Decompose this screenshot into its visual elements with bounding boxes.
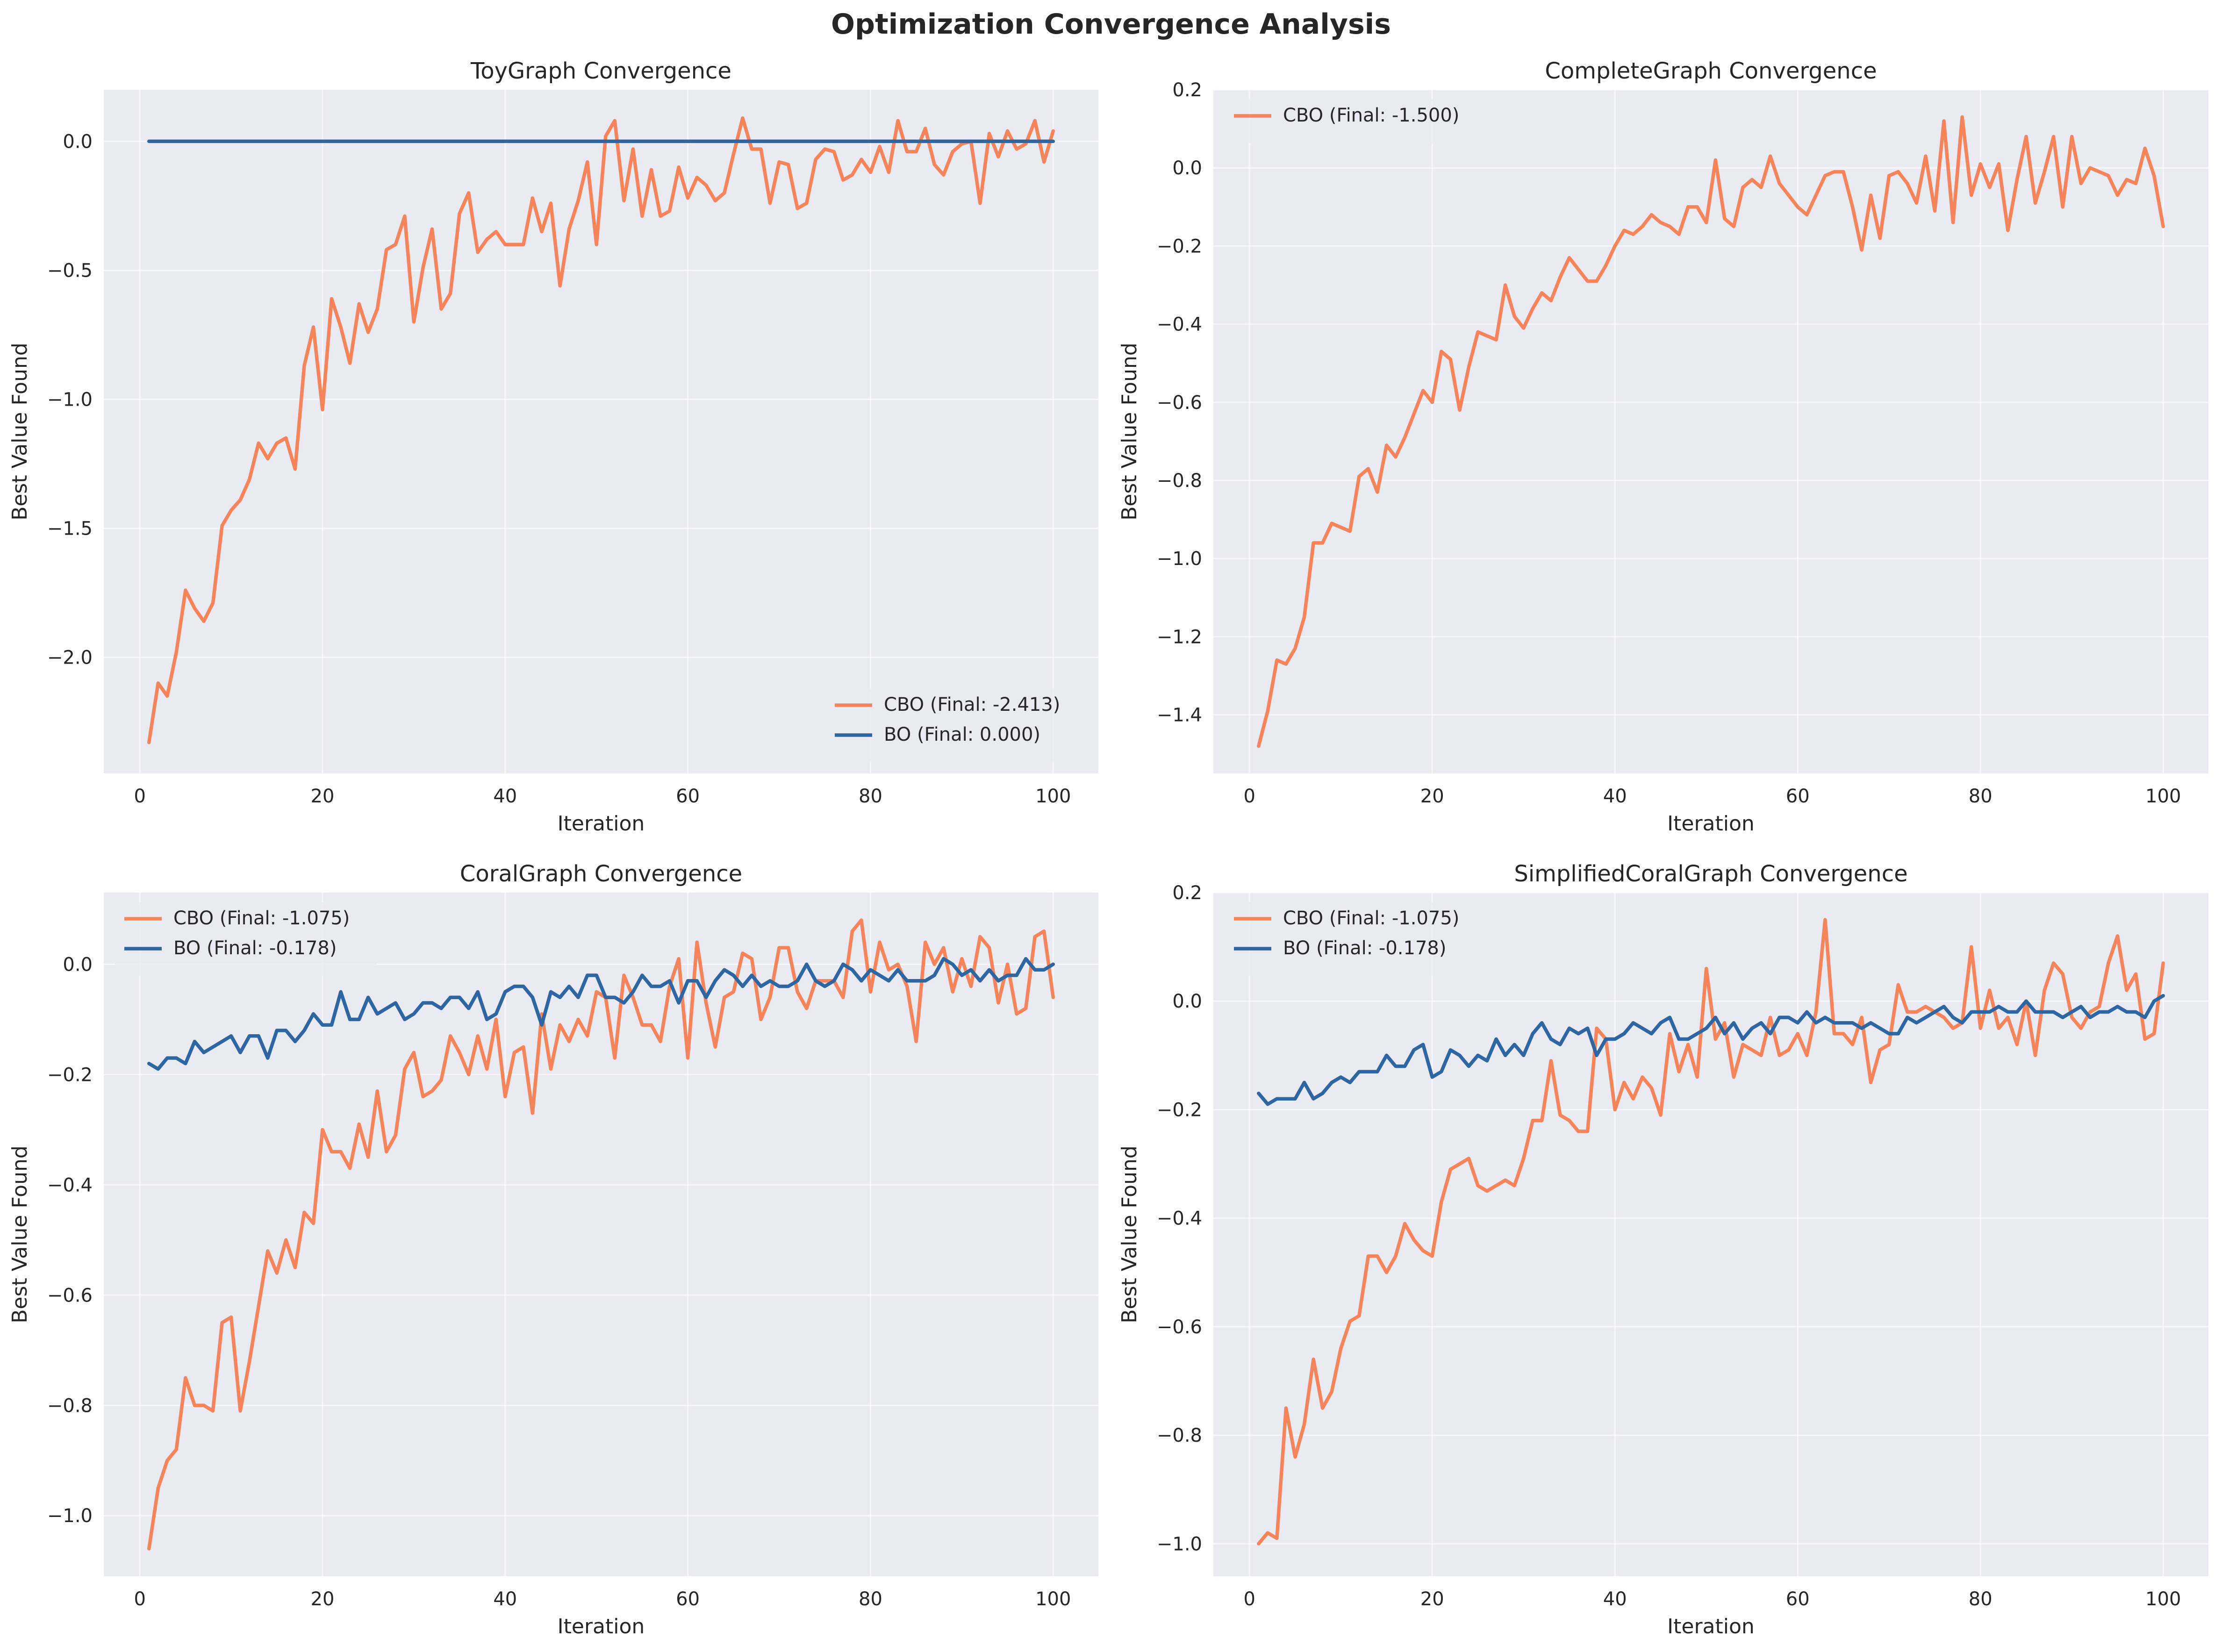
y-tick-label: −1.0 bbox=[47, 389, 93, 410]
series-line-cbo bbox=[1257, 115, 2165, 748]
legend-frame bbox=[1225, 99, 1486, 143]
y-tick-label: −0.2 bbox=[1157, 236, 1202, 257]
x-tick-label: 60 bbox=[676, 1588, 700, 1610]
subplot-title: SimplifiedCoralGraph Convergence bbox=[1514, 861, 1907, 887]
x-tick-label: 20 bbox=[311, 1588, 335, 1610]
x-tick-label: 60 bbox=[1786, 1588, 1810, 1610]
x-tick-label: 0 bbox=[134, 1588, 145, 1610]
legend-entry: BO (Final: -0.178) bbox=[173, 937, 337, 959]
legend-entry: BO (Final: -0.178) bbox=[1283, 937, 1446, 959]
legend-frame bbox=[825, 688, 1087, 762]
y-tick-label: −1.4 bbox=[1157, 705, 1202, 726]
x-tick-label: 20 bbox=[311, 786, 335, 807]
y-tick-label: 0.2 bbox=[1172, 882, 1202, 904]
series-line-cbo bbox=[1257, 918, 2165, 1546]
x-tick-label: 100 bbox=[1035, 1588, 1071, 1610]
legend-entry: CBO (Final: -1.075) bbox=[173, 908, 350, 929]
x-tick-label: 60 bbox=[676, 786, 700, 807]
y-tick-label: −1.2 bbox=[1157, 626, 1202, 648]
y-axis-label: Best Value Found bbox=[8, 343, 32, 521]
x-tick-label: 40 bbox=[493, 1588, 517, 1610]
y-tick-label: −0.2 bbox=[47, 1064, 93, 1086]
x-axis-label: Iteration bbox=[558, 1615, 645, 1638]
figure-title: Optimization Convergence Analysis bbox=[831, 8, 1391, 41]
x-axis-label: Iteration bbox=[1667, 812, 1755, 836]
y-tick-label: −0.4 bbox=[1157, 1208, 1202, 1230]
x-tick-label: 0 bbox=[1243, 786, 1255, 807]
x-tick-label: 80 bbox=[1969, 786, 1993, 807]
legend-entry: CBO (Final: -1.075) bbox=[1283, 908, 1459, 929]
y-tick-label: 0.2 bbox=[1172, 79, 1202, 101]
y-tick-label: −0.6 bbox=[1157, 1316, 1202, 1338]
y-tick-label: −1.5 bbox=[47, 518, 93, 540]
subplot-3: 0 20 40 60 80 100 −1.0 −0.8 −0.6 −0.4 −0.2 0.0 Itera… bbox=[8, 861, 1098, 1638]
x-tick-label: 80 bbox=[1969, 1588, 1993, 1610]
x-tick-label: 100 bbox=[2145, 786, 2181, 807]
y-tick-label: −0.4 bbox=[1157, 314, 1202, 336]
subplot-title: ToyGraph Convergence bbox=[470, 58, 731, 84]
x-tick-label: 40 bbox=[493, 786, 517, 807]
legend: CBO (Final: -1.075) BO (Final: -0.178) bbox=[115, 902, 377, 976]
plot-area bbox=[104, 893, 1098, 1576]
series-line-bo bbox=[147, 957, 1055, 1071]
legend-entry: CBO (Final: -2.413) bbox=[884, 694, 1060, 715]
y-tick-label: −2.0 bbox=[47, 647, 93, 669]
y-tick-label: 0.0 bbox=[1172, 157, 1202, 179]
y-tick-label: −0.2 bbox=[1157, 1099, 1202, 1121]
x-tick-label: 40 bbox=[1603, 1588, 1627, 1610]
y-tick-label: −0.4 bbox=[47, 1174, 93, 1196]
subplot-1: 0 20 40 60 80 100 −2.0 −1.5 −1.0 −0.5 0.0 Iteration… bbox=[8, 58, 1098, 836]
x-tick-label: 80 bbox=[859, 1588, 882, 1610]
y-tick-label: −0.8 bbox=[47, 1395, 93, 1416]
x-tick-label: 100 bbox=[2145, 1588, 2181, 1610]
legend-frame bbox=[115, 902, 377, 976]
plot-area bbox=[1213, 90, 2208, 773]
y-tick-label: −0.5 bbox=[47, 260, 93, 281]
legend: CBO (Final: -2.413) BO (Final: 0.000) bbox=[825, 688, 1087, 762]
x-tick-label: 40 bbox=[1603, 786, 1627, 807]
legend: CBO (Final: -1.500) bbox=[1225, 99, 1486, 143]
y-tick-label: −0.6 bbox=[1157, 392, 1202, 414]
x-tick-label: 20 bbox=[1420, 1588, 1444, 1610]
subplot-title: CoralGraph Convergence bbox=[460, 861, 742, 887]
y-tick-label: −0.6 bbox=[47, 1285, 93, 1306]
y-tick-label: 0.0 bbox=[63, 954, 93, 975]
legend-frame bbox=[1225, 902, 1486, 976]
x-tick-label: 0 bbox=[134, 786, 145, 807]
legend-entry: BO (Final: 0.000) bbox=[884, 724, 1040, 745]
x-tick-label: 0 bbox=[1243, 1588, 1255, 1610]
y-axis-label: Best Value Found bbox=[8, 1145, 32, 1323]
y-tick-label: −0.8 bbox=[1157, 470, 1202, 492]
subplot-2: 0 20 40 60 80 100 −1.4 −1.2 −1.0 −0.8 −0.6 −0.4 −0.2… bbox=[1118, 58, 2208, 836]
y-tick-label: −1.0 bbox=[47, 1505, 93, 1527]
x-tick-label: 60 bbox=[1786, 786, 1810, 807]
y-tick-label: 0.0 bbox=[1172, 991, 1202, 1012]
series-line-bo bbox=[1257, 994, 2165, 1106]
series-line-cbo bbox=[147, 116, 1055, 744]
x-tick-label: 20 bbox=[1420, 786, 1444, 807]
x-tick-label: 80 bbox=[859, 786, 882, 807]
legend: CBO (Final: -1.075) BO (Final: -0.178) bbox=[1225, 902, 1486, 976]
x-tick-label: 100 bbox=[1035, 786, 1071, 807]
x-axis-label: Iteration bbox=[1667, 1615, 1755, 1638]
y-tick-label: −0.8 bbox=[1157, 1425, 1202, 1446]
y-axis-label: Best Value Found bbox=[1118, 1145, 1141, 1323]
y-tick-label: 0.0 bbox=[63, 131, 93, 152]
y-axis-label: Best Value Found bbox=[1118, 343, 1141, 521]
x-axis-label: Iteration bbox=[558, 812, 645, 836]
subplot-title: CompleteGraph Convergence bbox=[1545, 58, 1877, 84]
subplot-4: 0 20 40 60 80 100 −1.0 −0.8 −0.6 −0.4 −0.2 0.0 0.2 It… bbox=[1118, 861, 2208, 1638]
legend-entry: CBO (Final: -1.500) bbox=[1283, 105, 1459, 126]
y-tick-label: −1.0 bbox=[1157, 1533, 1202, 1555]
subplots: 0 20 40 60 80 100 −2.0 −1.5 −1.0 −0.5 0.0 Iteration… bbox=[8, 58, 2208, 1638]
y-tick-label: −1.0 bbox=[1157, 548, 1202, 570]
